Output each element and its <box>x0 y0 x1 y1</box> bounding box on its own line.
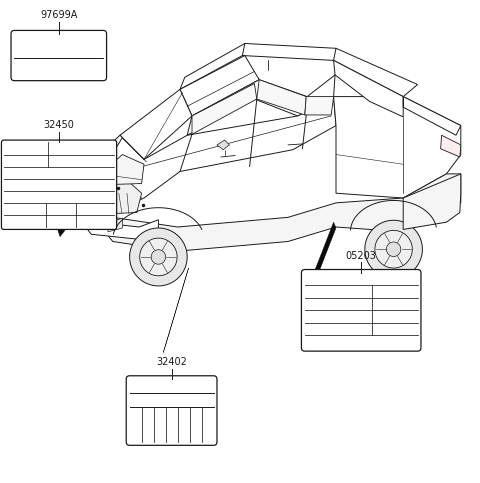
Text: 32450: 32450 <box>44 120 74 130</box>
Polygon shape <box>312 222 336 284</box>
Polygon shape <box>180 56 259 116</box>
Polygon shape <box>89 135 122 184</box>
Polygon shape <box>108 218 122 232</box>
FancyBboxPatch shape <box>1 140 117 229</box>
FancyBboxPatch shape <box>11 30 107 81</box>
Polygon shape <box>192 84 257 134</box>
Polygon shape <box>187 75 335 135</box>
Polygon shape <box>94 97 336 213</box>
Polygon shape <box>305 97 334 115</box>
Polygon shape <box>257 80 306 115</box>
Polygon shape <box>403 174 461 229</box>
Polygon shape <box>365 220 422 278</box>
Polygon shape <box>334 60 403 117</box>
FancyBboxPatch shape <box>126 376 217 445</box>
Polygon shape <box>217 140 229 150</box>
Polygon shape <box>96 174 142 214</box>
Polygon shape <box>151 250 166 264</box>
Polygon shape <box>58 174 103 237</box>
Polygon shape <box>403 97 461 135</box>
Polygon shape <box>120 89 192 159</box>
Polygon shape <box>386 242 401 256</box>
Text: 97699A: 97699A <box>40 10 77 20</box>
Polygon shape <box>130 228 187 286</box>
Polygon shape <box>89 174 461 251</box>
Text: 32402: 32402 <box>156 357 187 367</box>
Text: 05203: 05203 <box>346 251 377 261</box>
Polygon shape <box>163 268 189 353</box>
Polygon shape <box>334 97 461 198</box>
Polygon shape <box>441 135 461 157</box>
Polygon shape <box>375 230 412 268</box>
Polygon shape <box>140 238 177 276</box>
Polygon shape <box>103 155 144 185</box>
Polygon shape <box>180 43 418 97</box>
FancyBboxPatch shape <box>301 270 421 351</box>
Polygon shape <box>84 213 158 239</box>
